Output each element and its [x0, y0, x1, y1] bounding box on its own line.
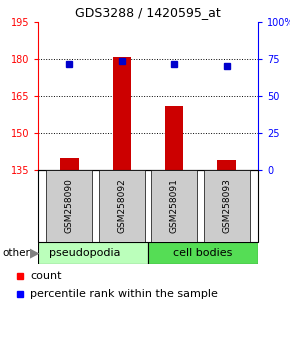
- Bar: [113, 57, 131, 170]
- Text: count: count: [30, 271, 61, 281]
- Text: GSM258090: GSM258090: [65, 178, 74, 233]
- Bar: [165, 106, 183, 170]
- Text: GSM258091: GSM258091: [170, 178, 179, 233]
- Text: percentile rank within the sample: percentile rank within the sample: [30, 289, 218, 299]
- Bar: [99, 170, 145, 242]
- Bar: [218, 160, 236, 170]
- Bar: [204, 170, 250, 242]
- Bar: [38, 242, 148, 264]
- Bar: [46, 170, 93, 242]
- Text: cell bodies: cell bodies: [173, 248, 233, 258]
- Text: GSM258093: GSM258093: [222, 178, 231, 233]
- Text: pseudopodia: pseudopodia: [49, 248, 121, 258]
- Text: GSM258092: GSM258092: [117, 179, 126, 233]
- Bar: [151, 170, 197, 242]
- Bar: [148, 242, 258, 264]
- Text: ▶: ▶: [30, 246, 40, 259]
- Text: other: other: [2, 248, 30, 258]
- Bar: [60, 158, 79, 170]
- Title: GDS3288 / 1420595_at: GDS3288 / 1420595_at: [75, 6, 221, 19]
